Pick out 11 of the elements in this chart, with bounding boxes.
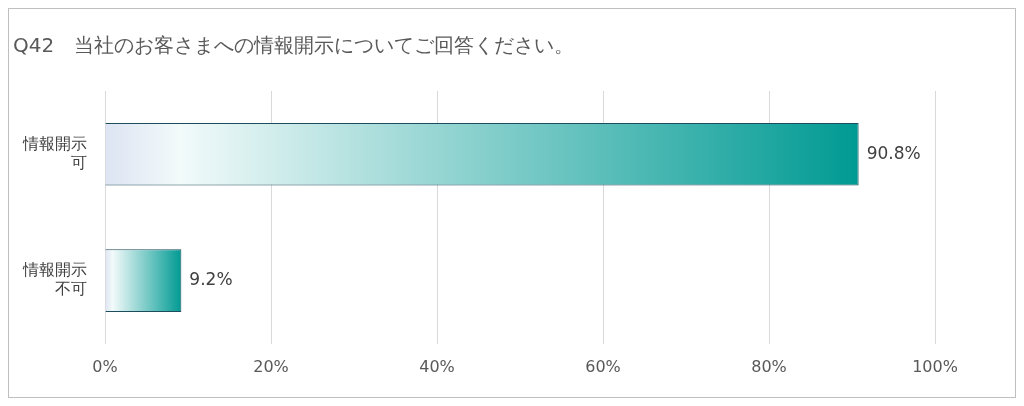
x-tick-label: 20% <box>253 356 289 376</box>
x-tick-label: 40% <box>419 356 455 376</box>
y-tick-label: 情報開示不可 <box>22 260 87 299</box>
x-tick-label: 80% <box>751 356 787 376</box>
x-tick-label: 60% <box>585 356 621 376</box>
data-label: 9.2% <box>189 269 233 290</box>
data-label: 90.8% <box>866 142 921 163</box>
x-tick-label: 100% <box>912 356 958 376</box>
chart-title: Q42 当社のお客さまへの情報開示についてご回答ください。 <box>13 33 575 58</box>
y-tick-label: 情報開示可 <box>22 133 87 172</box>
x-tick-label: 0% <box>92 356 118 376</box>
